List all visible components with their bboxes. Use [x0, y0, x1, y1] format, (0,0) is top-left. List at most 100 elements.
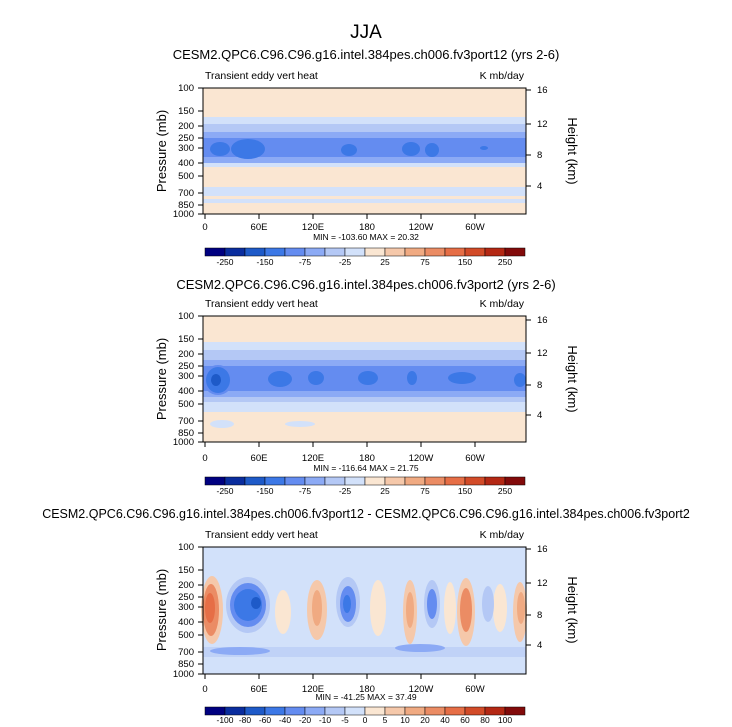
colorbar-swatch [424, 706, 446, 716]
colorbar-swatch [204, 247, 226, 257]
panel-1-cb-label-25: 25 [380, 257, 390, 267]
panel-3-cb-label-m100: -100 [216, 715, 233, 725]
colorbar-swatch [504, 476, 526, 486]
panel-3-right-label: K mb/day [480, 529, 525, 541]
panel-3-ytick-850: 850 [178, 659, 194, 670]
colorbar-swatch [464, 706, 486, 716]
panel-2-ytick-right-8: 8 [537, 380, 542, 391]
colorbar-swatch [204, 476, 226, 486]
panel-1-cb-label-m150: -150 [256, 257, 273, 267]
panel-2-ytick-300: 300 [178, 371, 194, 382]
panel-3-left-label: Transient eddy vert heat [205, 529, 318, 541]
panel-3-ytick-100: 100 [178, 542, 194, 553]
panel-2-xtick-180: 180 [359, 453, 375, 464]
panel-3-minmax: MIN = -41.25 MAX = 37.49 [315, 692, 416, 702]
panel-1-cb-label-250: 250 [498, 257, 512, 267]
panel-3-cb-label-m5: -5 [341, 715, 349, 725]
panel-2-cb-label-150: 150 [458, 486, 472, 496]
panel-1-plot [202, 87, 527, 215]
panel-2-title: CESM2.QPC6.C96.C96.g16.intel.384pes.ch00… [176, 277, 555, 292]
panel-2-plot [202, 315, 527, 443]
panel-2-minmax: MIN = -116.64 MAX = 21.75 [313, 463, 418, 473]
panel-3: CESM2.QPC6.C96.C96.g16.intel.384pes.ch00… [42, 507, 690, 725]
colorbar-swatch [404, 706, 426, 716]
panel-3-cb-label-60: 60 [460, 715, 470, 725]
colorbar-swatch [324, 247, 346, 257]
panel-3-colorbar: -100 -80 -60 -40 -20 -10 -5 0 5 10 20 40… [204, 706, 526, 725]
panel-3-cb-label-5: 5 [383, 715, 388, 725]
panel-3-cb-label-0: 0 [363, 715, 368, 725]
panel-2-xtick-0: 0 [202, 453, 207, 464]
panel-2-cb-label-m150: -150 [256, 486, 273, 496]
colorbar-swatch [484, 247, 506, 257]
colorbar-swatch [444, 476, 466, 486]
panel-3-title: CESM2.QPC6.C96.C96.g16.intel.384pes.ch00… [42, 507, 690, 521]
colorbar-swatch [224, 706, 246, 716]
panel-2-ytick-1000: 1000 [173, 437, 194, 448]
panel-3-ytick-300: 300 [178, 602, 194, 613]
panel-3-ytick-500: 500 [178, 630, 194, 641]
colorbar-swatch [264, 706, 286, 716]
colorbar-swatch [344, 476, 366, 486]
panel-2-cb-label-75: 75 [420, 486, 430, 496]
panel-1-ytick-400: 400 [178, 158, 194, 169]
panel-3-ytick-right-8: 8 [537, 610, 542, 621]
panel-2-ytick-right-16: 16 [537, 315, 548, 326]
colorbar-swatch [404, 476, 426, 486]
panel-2-ytick-right-12: 12 [537, 348, 548, 359]
panel-3-xtick-180: 180 [359, 684, 375, 695]
panel-2-cb-label-250: 250 [498, 486, 512, 496]
panel-3-ytick-700: 700 [178, 647, 194, 658]
colorbar-swatch [304, 706, 326, 716]
colorbar-swatch [224, 247, 246, 257]
colorbar-swatch [464, 247, 486, 257]
panel-2-cb-label-25: 25 [380, 486, 390, 496]
colorbar-swatch [404, 247, 426, 257]
panel-1-cb-label-m25: -25 [339, 257, 352, 267]
colorbar-swatch [424, 476, 446, 486]
panel-2-cb-label-m25: -25 [339, 486, 352, 496]
panel-3-cb-label-10: 10 [400, 715, 410, 725]
panel-1: CESM2.QPC6.C96.C96.g16.intel.384pes.ch00… [154, 47, 580, 267]
panel-3-ytick-1000: 1000 [173, 669, 194, 680]
colorbar-swatch [244, 706, 266, 716]
colorbar-swatch [344, 706, 366, 716]
panel-1-ylabel-right: Height (km) [565, 117, 580, 184]
panel-2-ytick-500: 500 [178, 399, 194, 410]
panel-1-ytick-700: 700 [178, 188, 194, 199]
page-title: JJA [350, 22, 382, 43]
colorbar-swatch [264, 247, 286, 257]
panel-1-ytick-1000: 1000 [173, 209, 194, 220]
panel-2-ytick-200: 200 [178, 349, 194, 360]
panel-3-ytick-right-4: 4 [537, 640, 542, 651]
panel-2-x-axis: 0 60E 120E 180 120W 60W [202, 442, 485, 464]
panel-2-ylabel-right: Height (km) [565, 345, 580, 412]
colorbar-swatch [344, 247, 366, 257]
panel-1-ytick-150: 150 [178, 106, 194, 117]
panel-1-ytick-right-4: 4 [537, 181, 542, 192]
panel-1-xtick-120w: 120W [409, 222, 434, 233]
panel-2-ytick-150: 150 [178, 334, 194, 345]
panel-2-ytick-100: 100 [178, 311, 194, 322]
colorbar-swatch [364, 706, 386, 716]
panel-1-ytick-300: 300 [178, 143, 194, 154]
panel-1-ytick-500: 500 [178, 171, 194, 182]
panel-1-cb-label-m250: -250 [216, 257, 233, 267]
panel-2: CESM2.QPC6.C96.C96.g16.intel.384pes.ch00… [154, 277, 580, 496]
panel-3-y-axis: 100 150 200 250 300 400 500 700 850 1000 [173, 542, 203, 680]
panel-1-cb-label-150: 150 [458, 257, 472, 267]
panel-3-cb-label-20: 20 [420, 715, 430, 725]
panel-3-ytick-250: 250 [178, 592, 194, 603]
panel-1-colorbar: -250 -150 -75 -25 25 75 150 250 [204, 247, 526, 267]
colorbar-swatch [384, 247, 406, 257]
panel-3-ytick-400: 400 [178, 617, 194, 628]
colorbar-swatch [244, 476, 266, 486]
panel-3-xtick-120e: 120E [302, 684, 324, 695]
panel-3-cb-label-80: 80 [480, 715, 490, 725]
panel-1-xtick-0: 0 [202, 222, 207, 233]
panel-2-ytick-250: 250 [178, 361, 194, 372]
panel-3-cb-label-m20: -20 [299, 715, 312, 725]
colorbar-swatch [304, 476, 326, 486]
panel-1-ytick-right-8: 8 [537, 150, 542, 161]
